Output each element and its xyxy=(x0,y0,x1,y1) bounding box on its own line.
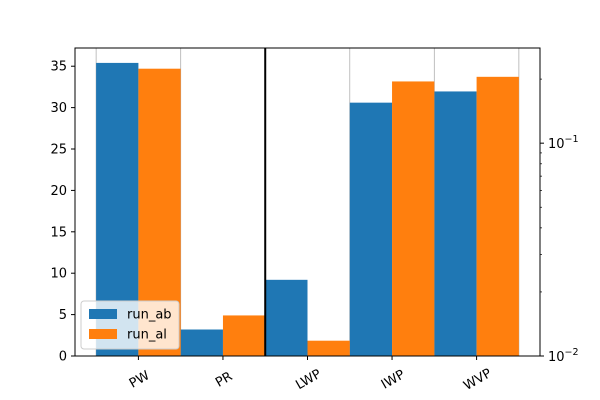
left-y-tick-label: 20 xyxy=(50,184,67,199)
legend-label-run_al: run_al xyxy=(127,328,167,343)
left-y-tick-label: 35 xyxy=(50,60,67,75)
left-y-tick-label: 10 xyxy=(50,267,67,282)
bar-run_al-LWP xyxy=(307,340,350,356)
bar-run_ab-IWP xyxy=(349,102,393,357)
bar-run_al-WVP xyxy=(476,76,519,356)
left-y-tick-label: 0 xyxy=(59,350,67,365)
bar-run_al-IWP xyxy=(392,81,435,356)
legend-label-run_ab: run_ab xyxy=(127,308,172,323)
legend-swatch-run_ab xyxy=(89,309,117,319)
bars xyxy=(96,62,519,357)
x-tick-label: PR xyxy=(213,369,235,390)
bar-run_al-PR xyxy=(222,315,266,356)
left-y-tick-label: 30 xyxy=(50,101,67,116)
bar-run_ab-LWP xyxy=(265,279,308,356)
right-y-tick-label: 10−1 xyxy=(548,134,579,152)
bar-run_ab-PR xyxy=(180,329,223,356)
left-y-tick-label: 25 xyxy=(50,143,67,158)
right-y-tick-label: 10−2 xyxy=(548,347,579,365)
bar-run_ab-WVP xyxy=(434,91,477,356)
left-y-tick-label: 5 xyxy=(59,308,67,323)
left-y-tick-label: 15 xyxy=(50,225,67,240)
legend[interactable]: run_ab run_al xyxy=(80,300,180,350)
legend-swatch-run_al xyxy=(89,329,117,339)
